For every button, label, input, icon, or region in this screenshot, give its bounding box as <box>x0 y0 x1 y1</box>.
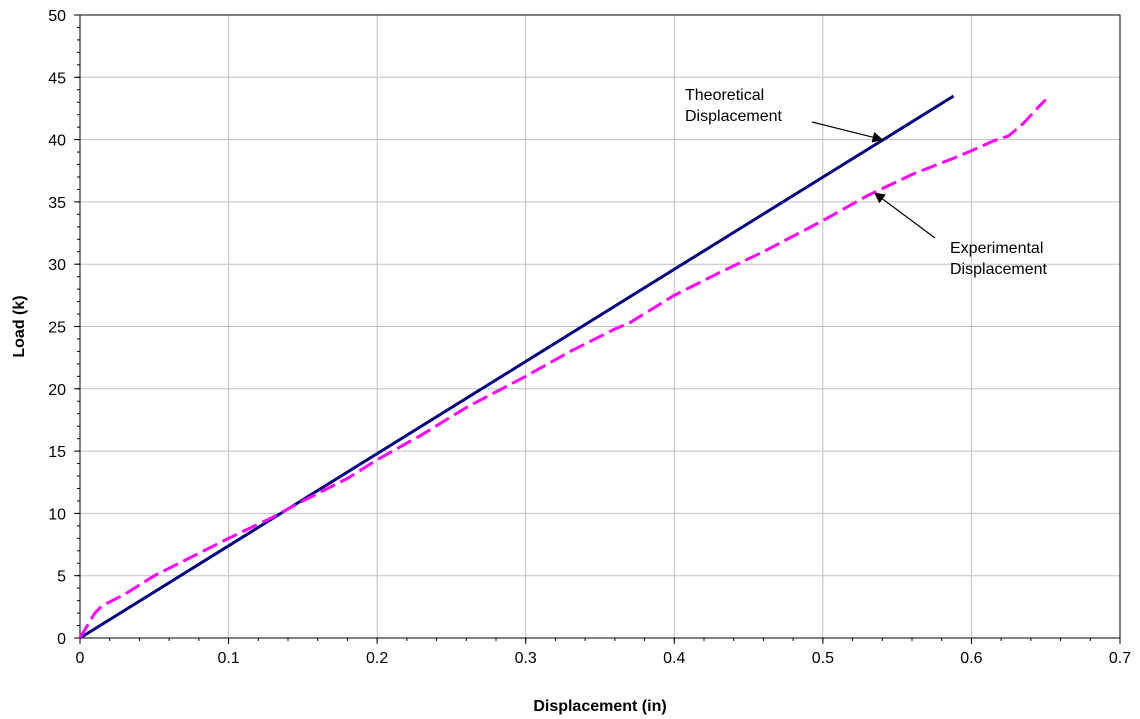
y-tick-label: 30 <box>48 257 66 274</box>
x-tick-label: 0.6 <box>960 650 982 667</box>
y-tick-label: 0 <box>57 631 66 648</box>
y-tick-label: 15 <box>48 444 66 461</box>
annotation-line: Displacement <box>950 261 1047 278</box>
x-tick-label: 0.3 <box>515 650 537 667</box>
series-group <box>78 94 1047 640</box>
annotation-theoretical: Theoretical Displacement <box>685 87 782 125</box>
annotation-line: Experimental <box>950 240 1043 257</box>
y-tick-label: 25 <box>48 320 66 337</box>
annotation-arrow <box>811 121 884 143</box>
y-tick-label: 45 <box>48 70 66 87</box>
y-tick-label: 40 <box>48 133 66 150</box>
annotation-experimental: Experimental Displacement <box>950 240 1047 278</box>
y-tick-label: 5 <box>57 569 66 586</box>
series-line-theoretical <box>79 94 955 640</box>
x-tick-label: 0.4 <box>663 650 685 667</box>
x-tick-label: 0.7 <box>1109 650 1131 667</box>
series-line-experimental <box>78 98 1047 639</box>
x-axis-title: Displacement (in) <box>533 698 666 715</box>
x-tick-label: 0.2 <box>366 650 388 667</box>
axis-ticks: 0 0.1 0.2 0.3 0.4 0.5 0.6 0.7 0 5 10 15 20 25 30 35 40 45… <box>48 8 1131 667</box>
annotation-line: Displacement <box>685 108 782 125</box>
x-tick-label: 0 <box>76 650 85 667</box>
annotation-line: Theoretical <box>685 87 764 104</box>
x-tick-label: 0.1 <box>217 650 239 667</box>
y-tick-label: 35 <box>48 195 66 212</box>
y-tick-label: 50 <box>48 8 66 25</box>
grid <box>80 15 1120 638</box>
x-tick-label: 0.5 <box>812 650 834 667</box>
y-axis-title: Load (k) <box>11 295 28 357</box>
y-tick-label: 20 <box>48 382 66 399</box>
annotation-arrow <box>873 192 936 239</box>
annotations: Theoretical Displacement Experimental Displ… <box>685 87 1047 278</box>
y-tick-label: 10 <box>48 506 66 523</box>
